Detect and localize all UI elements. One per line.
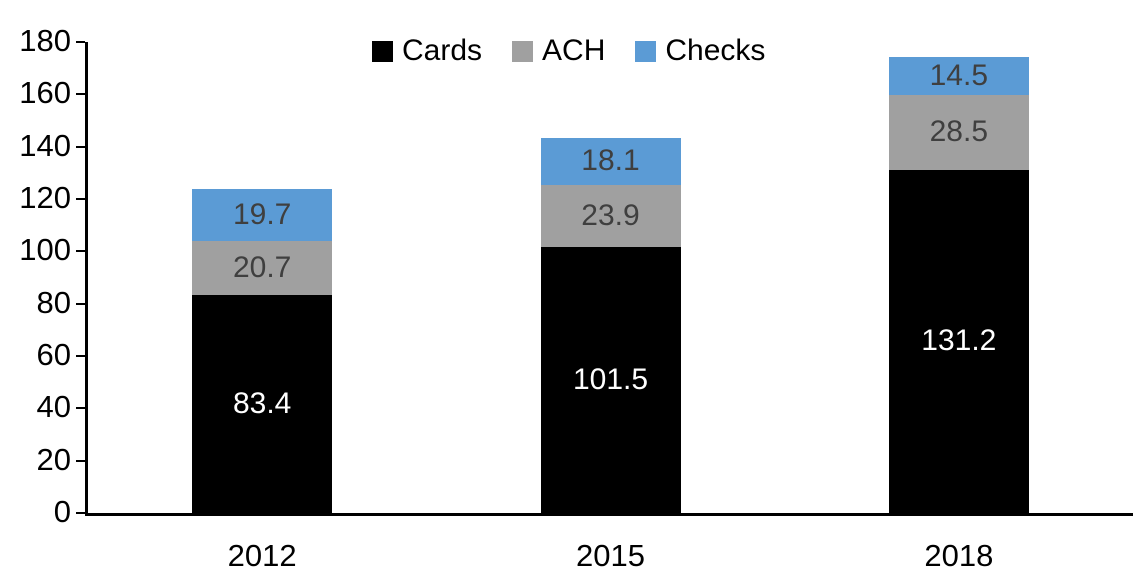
x-axis-line xyxy=(85,513,1133,516)
y-axis-line xyxy=(85,42,88,513)
y-tick-mark xyxy=(76,41,85,43)
y-tick-label: 80 xyxy=(36,284,71,320)
bar-segment-value: 101.5 xyxy=(572,363,649,397)
bar-segment-value: 131.2 xyxy=(921,324,997,358)
legend-swatch-checks xyxy=(635,40,657,62)
legend-item-cards: Cards xyxy=(372,36,482,66)
y-tick-label: 60 xyxy=(36,337,71,372)
x-category-label: 2012 xyxy=(227,538,297,573)
bar-segment-value: 83.4 xyxy=(232,386,292,420)
y-tick-mark xyxy=(76,407,85,410)
y-tick-mark xyxy=(76,198,85,200)
legend-label: Checks xyxy=(665,34,766,67)
bar-segment-value: 23.9 xyxy=(581,199,640,233)
y-tick-mark xyxy=(76,93,85,96)
legend-item-ach: ACH xyxy=(512,36,605,66)
legend-item-checks: Checks xyxy=(635,36,765,66)
y-tick-mark xyxy=(76,145,85,148)
y-tick-label: 160 xyxy=(19,75,71,111)
bar-segment-value: 19.7 xyxy=(232,197,292,231)
y-tick-mark xyxy=(76,355,85,357)
y-tick-mark xyxy=(76,302,85,305)
bar-segment-value: 14.5 xyxy=(929,59,989,93)
legend-swatch-cards xyxy=(372,40,393,62)
y-tick-label: 140 xyxy=(19,127,71,163)
y-tick-mark xyxy=(76,512,85,514)
bar-segment-cards: 101.5 xyxy=(540,247,681,513)
bar-segment-checks: 14.5 xyxy=(888,57,1029,96)
bar-segment-cards: 131.2 xyxy=(888,169,1029,513)
legend-label: ACH xyxy=(542,34,606,67)
x-category-label: 2018 xyxy=(924,538,994,573)
bar-2015: 101.5 23.9 18.1 xyxy=(540,137,681,513)
legend-label: Cards xyxy=(402,34,483,67)
y-tick-label: 100 xyxy=(19,232,71,268)
y-tick-label: 180 xyxy=(19,23,71,58)
bar-segment-ach: 20.7 xyxy=(192,240,333,295)
bar-segment-value: 18.1 xyxy=(581,144,640,178)
y-tick-mark xyxy=(76,250,85,253)
bar-segment-cards: 83.4 xyxy=(192,294,333,513)
y-tick-mark xyxy=(76,459,85,462)
plot-area: 0 20 40 60 80 100 120 140 160 180 83.4 20.7 19.7 2012… xyxy=(19,25,1133,571)
bar-segment-ach: 23.9 xyxy=(540,184,681,248)
y-tick-label: 0 xyxy=(53,494,71,529)
legend-swatch-ach xyxy=(512,40,534,62)
y-tick-label: 120 xyxy=(19,180,71,215)
y-tick-label: 40 xyxy=(36,389,71,425)
x-category-label: 2015 xyxy=(576,538,645,573)
bar-segment-value: 20.7 xyxy=(232,250,292,284)
bar-2012: 83.4 20.7 19.7 xyxy=(192,189,333,513)
legend: Cards ACH Checks xyxy=(372,36,765,66)
bar-segment-value: 28.5 xyxy=(929,115,989,149)
bar-segment-checks: 18.1 xyxy=(540,137,681,185)
y-tick-label: 20 xyxy=(36,441,71,477)
bar-segment-ach: 28.5 xyxy=(888,95,1029,170)
bar-segment-checks: 19.7 xyxy=(192,189,333,241)
bar-2018: 131.2 28.5 14.5 xyxy=(888,57,1029,513)
